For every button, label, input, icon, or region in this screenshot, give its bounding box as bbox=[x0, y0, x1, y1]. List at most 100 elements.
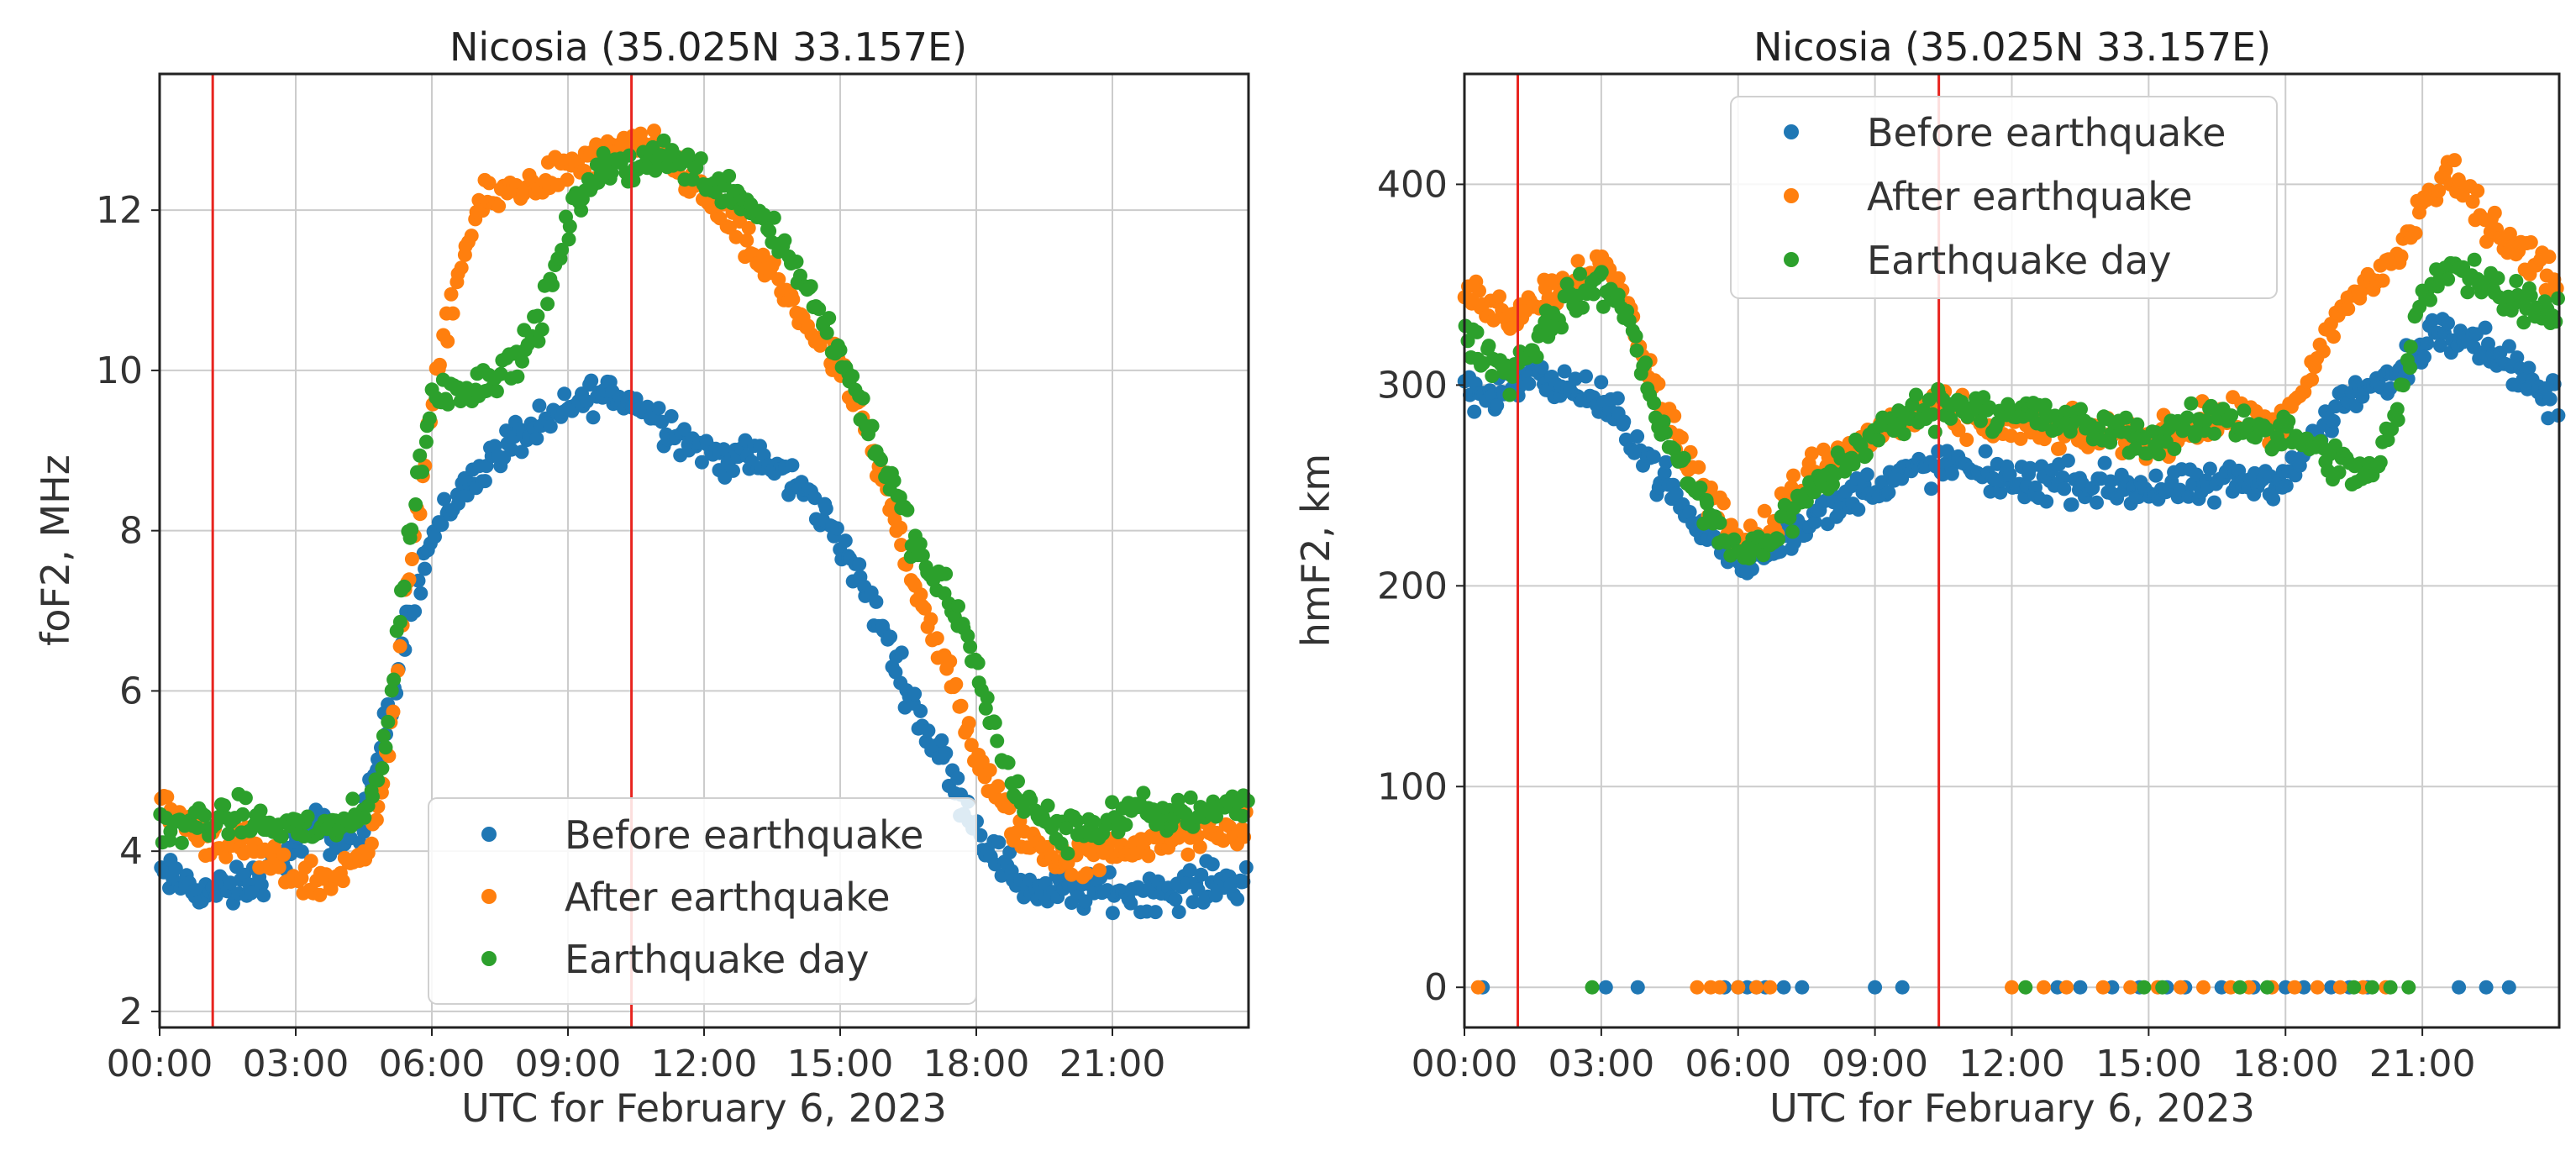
data-point bbox=[1909, 387, 1923, 402]
data-point bbox=[664, 409, 679, 423]
data-point bbox=[1236, 874, 1251, 889]
data-point bbox=[1092, 863, 1107, 878]
data-point bbox=[1235, 808, 1250, 823]
data-point bbox=[1858, 447, 1874, 462]
zero-point bbox=[1795, 980, 1810, 995]
data-point bbox=[951, 599, 965, 614]
data-point bbox=[1492, 289, 1506, 304]
data-point bbox=[1925, 407, 1940, 422]
data-point bbox=[2467, 252, 2482, 267]
data-point bbox=[2060, 453, 2075, 468]
data-point bbox=[254, 877, 269, 892]
data-point bbox=[961, 716, 976, 731]
data-point bbox=[777, 233, 792, 248]
legend: Before earthquake After earthquake Earth… bbox=[428, 797, 977, 1005]
data-point bbox=[2332, 465, 2347, 480]
data-point bbox=[1529, 349, 1544, 365]
data-point bbox=[2432, 338, 2447, 353]
data-point bbox=[982, 763, 997, 778]
data-point bbox=[1205, 857, 1220, 872]
zero-point bbox=[1895, 980, 1910, 995]
data-point bbox=[921, 723, 936, 738]
x-tick-label: 21:00 bbox=[2369, 1043, 2476, 1085]
data-point bbox=[949, 677, 964, 691]
data-point bbox=[938, 746, 954, 760]
data-point bbox=[1579, 369, 1593, 384]
data-point bbox=[1490, 398, 1505, 413]
legend-label-before: Before earthquake bbox=[565, 812, 923, 858]
data-point bbox=[2207, 426, 2222, 441]
data-point bbox=[923, 612, 938, 627]
data-point bbox=[2052, 441, 2067, 456]
data-point bbox=[1105, 906, 1120, 921]
data-point bbox=[313, 887, 328, 902]
data-point bbox=[303, 854, 318, 869]
data-point bbox=[364, 836, 379, 851]
chart-title: Nicosia (35.025N 33.157E) bbox=[1753, 24, 2271, 70]
y-tick-label: 4 bbox=[119, 830, 143, 873]
data-point bbox=[786, 292, 801, 307]
data-point bbox=[1238, 860, 1254, 875]
data-point bbox=[1846, 457, 1861, 472]
data-point bbox=[432, 357, 447, 372]
data-point bbox=[1944, 466, 1959, 481]
data-point bbox=[2373, 455, 2388, 470]
data-point bbox=[1194, 867, 1209, 882]
zero-point bbox=[1690, 980, 1705, 995]
data-point bbox=[822, 311, 837, 326]
data-point bbox=[1924, 481, 1939, 497]
axis-ticks: 00:00 03:00 06:00 09:00 12:00 15:00 18:00 21:00… bbox=[1377, 163, 2476, 1085]
data-point bbox=[1647, 396, 1662, 411]
data-point bbox=[2260, 422, 2275, 437]
data-point bbox=[489, 384, 504, 399]
data-point bbox=[2403, 360, 2417, 376]
data-point bbox=[492, 198, 507, 213]
data-point bbox=[1638, 355, 1653, 370]
data-point bbox=[685, 172, 700, 187]
data-point bbox=[2237, 403, 2252, 418]
data-point bbox=[970, 655, 986, 670]
data-point bbox=[515, 354, 529, 369]
legend-label-after: After earthquake bbox=[565, 875, 891, 920]
data-point bbox=[1485, 369, 1500, 383]
data-point bbox=[888, 665, 903, 680]
data-point bbox=[1974, 413, 1988, 428]
data-point bbox=[1141, 849, 1156, 864]
data-point bbox=[345, 791, 360, 807]
data-point bbox=[1691, 460, 1706, 475]
legend-marker-before bbox=[1784, 124, 1799, 139]
data-point bbox=[238, 791, 253, 806]
data-point bbox=[584, 373, 599, 388]
legend-box bbox=[1730, 96, 2278, 299]
data-point bbox=[651, 401, 666, 416]
zero-point bbox=[1470, 980, 1485, 995]
data-point bbox=[557, 386, 572, 402]
data-point bbox=[335, 874, 350, 889]
data-point bbox=[454, 260, 469, 276]
data-point bbox=[829, 521, 844, 536]
data-point bbox=[2441, 316, 2455, 331]
data-point bbox=[1993, 485, 2008, 500]
zero-point bbox=[1598, 980, 1613, 995]
data-point bbox=[2152, 447, 2166, 462]
zero-point bbox=[2137, 980, 2152, 995]
y-tick-label: 10 bbox=[96, 349, 143, 392]
legend-box bbox=[428, 797, 977, 1005]
data-point bbox=[294, 844, 309, 859]
data-point bbox=[694, 455, 709, 470]
data-point bbox=[1807, 515, 1822, 529]
zero-point bbox=[2005, 980, 2019, 995]
data-point bbox=[1182, 863, 1197, 878]
x-tick-label: 00:00 bbox=[1412, 1043, 1518, 1085]
zero-point bbox=[1630, 980, 1645, 995]
legend-marker-after bbox=[1784, 188, 1799, 203]
data-point bbox=[2423, 292, 2437, 307]
data-point bbox=[407, 604, 423, 619]
data-point bbox=[1881, 485, 1896, 500]
x-tick-label: 12:00 bbox=[1958, 1043, 2065, 1085]
x-tick-label: 18:00 bbox=[2232, 1043, 2339, 1085]
data-point bbox=[963, 639, 978, 654]
zero-point bbox=[2018, 980, 2033, 995]
data-point bbox=[2523, 288, 2538, 303]
